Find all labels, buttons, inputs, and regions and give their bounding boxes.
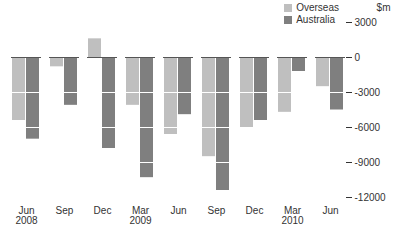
svg-text:Dec: Dec: [94, 205, 112, 216]
svg-text:Sep: Sep: [56, 205, 74, 216]
svg-text:-12000: -12000: [355, 192, 387, 203]
html-text:Overseas: Overseas: [296, 2, 339, 13]
svg-text:Mar2009: Mar2009: [129, 205, 152, 226]
svg-text:-9000: -9000: [355, 157, 381, 168]
svg-text:Jun: Jun: [322, 205, 338, 216]
svg-text:$m: $m: [377, 2, 391, 13]
svg-text:0: 0: [355, 52, 361, 63]
svg-text:Dec: Dec: [246, 205, 264, 216]
svg-text:-3000: -3000: [355, 87, 381, 98]
svg-text:Jun: Jun: [170, 205, 186, 216]
svg-text:3000: 3000: [355, 17, 378, 28]
svg-text:Jun2008: Jun2008: [15, 205, 38, 226]
svg-text:Sep: Sep: [208, 205, 226, 216]
svg-text:-6000: -6000: [355, 122, 381, 133]
svg-text:Mar2010: Mar2010: [281, 205, 304, 226]
html-text:Australia: Australia: [296, 14, 336, 25]
